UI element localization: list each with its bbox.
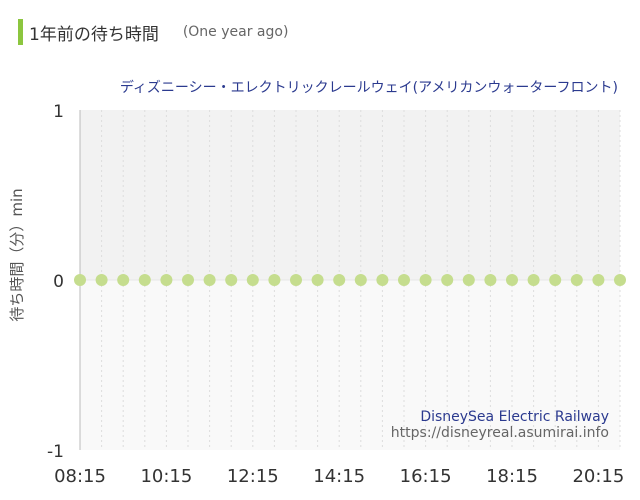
section-title: 1年前の待ち時間 xyxy=(29,24,159,45)
x-tick-label: 08:15 xyxy=(54,466,106,487)
watermark-name: DisneySea Electric Railway xyxy=(420,409,609,425)
data-point xyxy=(592,274,605,286)
data-point xyxy=(246,274,259,286)
y-axis-label: 待ち時間（分）min xyxy=(8,188,26,321)
data-point xyxy=(570,274,583,286)
data-point xyxy=(441,274,454,286)
data-point xyxy=(527,274,540,286)
data-point xyxy=(290,274,302,286)
data-point xyxy=(354,274,367,286)
watermark-url: https://disneyreal.asumirai.info xyxy=(391,425,609,441)
data-point xyxy=(484,274,497,286)
x-tick-label: 20:15 xyxy=(572,466,624,487)
plot-area-upper xyxy=(80,110,620,280)
data-point xyxy=(614,274,626,286)
data-point xyxy=(95,274,108,286)
y-tick-label: 1 xyxy=(53,102,64,122)
x-tick-labels: 08:15 10:15 12:15 14:15 16:15 18:15 20:15 xyxy=(54,466,624,487)
data-point xyxy=(182,274,194,286)
section-header: 1年前の待ち時間 (One year ago) xyxy=(18,18,288,46)
x-tick-label: 18:15 xyxy=(486,466,538,487)
y-tick-label: -1 xyxy=(47,442,64,462)
x-tick-label: 12:15 xyxy=(227,466,279,487)
data-point xyxy=(376,274,389,286)
data-point xyxy=(311,274,324,286)
chart-title: ディズニーシー・エレクトリックレールウェイ(アメリカンウォーターフロント) xyxy=(120,79,618,96)
section-subtitle: (One year ago) xyxy=(182,24,289,40)
data-point xyxy=(333,274,346,286)
data-point xyxy=(138,274,151,286)
x-tick-label: 16:15 xyxy=(400,466,452,487)
data-point xyxy=(419,274,432,286)
x-tick-label: 10:15 xyxy=(140,466,192,487)
data-point xyxy=(268,274,281,286)
data-point xyxy=(225,274,238,286)
data-point xyxy=(462,274,475,286)
data-point xyxy=(117,274,130,286)
data-point xyxy=(203,274,216,286)
accent-bar xyxy=(18,19,23,45)
data-point xyxy=(549,274,562,286)
data-point xyxy=(506,274,518,286)
y-tick-labels: 1 0 -1 xyxy=(47,102,64,462)
y-tick-label: 0 xyxy=(53,272,64,292)
data-point xyxy=(74,274,86,286)
data-point xyxy=(160,274,173,286)
data-point xyxy=(398,274,410,286)
x-tick-label: 14:15 xyxy=(313,466,365,487)
data-points xyxy=(74,274,626,286)
plot-area-lower xyxy=(80,280,620,450)
